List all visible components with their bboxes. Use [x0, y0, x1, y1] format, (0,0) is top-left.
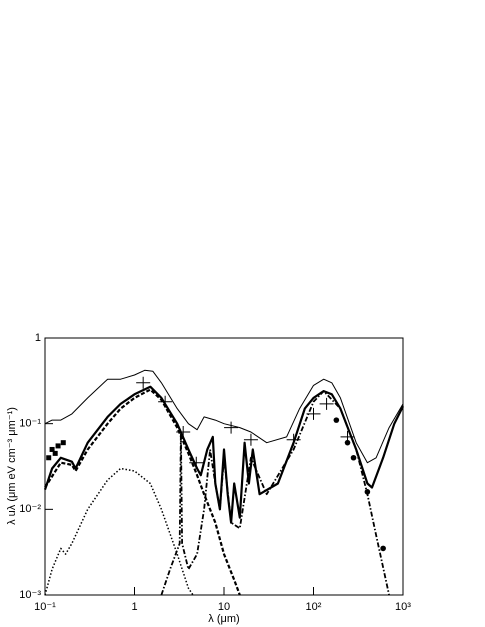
y-axis-label: λ uλ (μm eV cm⁻³ μm⁻¹): [6, 407, 18, 525]
series-line: [44, 388, 241, 596]
series-line: [43, 385, 404, 524]
x-tick-label: 10: [218, 601, 230, 613]
x-tick-label: 10²: [306, 601, 322, 613]
data-point: [344, 439, 351, 446]
data-point: [350, 454, 357, 461]
data-point: [224, 421, 239, 434]
data-point: [189, 456, 204, 469]
y-tick-label: 10⁻³: [19, 589, 41, 601]
data-point: [306, 407, 321, 420]
data-point: [52, 450, 58, 456]
x-axis-label: λ (μm): [208, 613, 239, 625]
x-tick-label: 10³: [395, 601, 411, 613]
y-tick-label: 1: [35, 332, 41, 344]
data-point: [380, 545, 386, 552]
data-point: [136, 376, 151, 389]
series-line: [44, 369, 404, 464]
data-point: [176, 425, 191, 438]
data-point: [319, 397, 334, 410]
data-point: [158, 395, 173, 408]
x-tick-label: 1: [131, 601, 137, 613]
data-point: [60, 440, 66, 446]
x-tick-label: 10⁻¹: [34, 601, 56, 613]
data-point: [333, 417, 340, 423]
series-line: [44, 467, 194, 596]
data-point: [55, 443, 61, 449]
data-point: [286, 433, 301, 446]
data-point: [49, 446, 55, 452]
data-point: [364, 489, 371, 495]
y-tick-label: 10⁻²: [19, 503, 41, 515]
data-point: [46, 455, 52, 461]
y-tick-label: 10⁻¹: [19, 418, 41, 430]
data-point: [243, 433, 258, 446]
series-line: [160, 390, 390, 596]
